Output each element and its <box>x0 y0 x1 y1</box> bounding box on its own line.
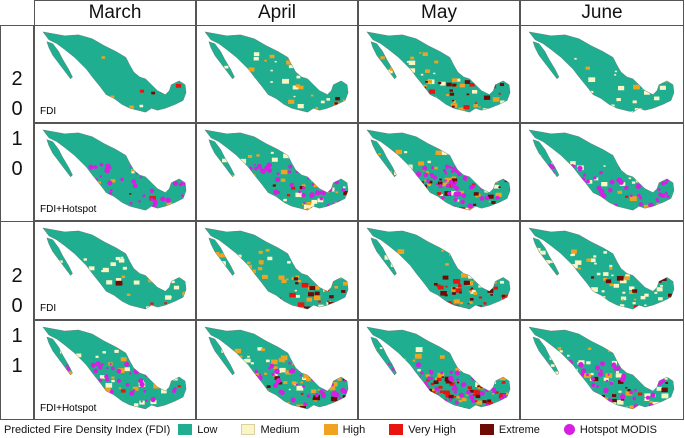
map-panel <box>358 25 520 123</box>
mexico-map <box>528 129 675 211</box>
column-header-june: June <box>520 0 684 26</box>
map-panel <box>358 221 520 320</box>
map-panel: FDI <box>34 221 196 320</box>
column-header-april: April <box>196 0 358 26</box>
map-panel: FDI <box>34 25 196 123</box>
panel-label: FDI+Hotspot <box>40 204 97 215</box>
map-panel: FDI+Hotspot <box>34 123 196 221</box>
year-label-2010: 2 0 1 0 <box>0 25 34 222</box>
legend-label: High <box>342 423 366 436</box>
mexico-map <box>366 129 511 211</box>
legend-item-hotspot: Hotspot MODIS <box>563 423 657 436</box>
year-digit: 0 <box>11 294 23 317</box>
panel-label: FDI+Hotspot <box>40 403 97 414</box>
map-panel <box>358 123 520 221</box>
mexico-map <box>42 326 187 410</box>
mexico-map <box>42 227 187 310</box>
year-digit: 2 <box>11 264 23 287</box>
year-digit: 1 <box>11 324 23 347</box>
map-panel <box>520 25 684 123</box>
legend-item-very-high: Very High <box>389 424 456 436</box>
legend-swatch <box>323 424 338 435</box>
column-header-may: May <box>358 0 520 26</box>
mexico-map <box>366 326 511 410</box>
map-panel: FDI+Hotspot <box>34 320 196 420</box>
legend-swatch <box>479 424 494 435</box>
map-panel <box>196 320 358 420</box>
legend: Predicted Fire Density Index (FDI) Low M… <box>0 421 685 438</box>
legend-swatch <box>389 424 404 435</box>
mexico-map <box>204 227 349 310</box>
legend-item-low: Low <box>178 424 217 436</box>
panel-label: FDI <box>40 106 57 117</box>
year-digit: 0 <box>11 97 23 120</box>
legend-label: Medium <box>260 423 300 436</box>
legend-label: Low <box>197 423 218 436</box>
mexico-map <box>204 31 349 113</box>
panel-label: FDI <box>40 303 57 314</box>
legend-label: Hotspot MODIS <box>579 423 657 436</box>
map-panel <box>520 320 684 420</box>
mexico-map <box>204 326 349 410</box>
map-panel <box>520 221 684 320</box>
legend-label: Extreme <box>498 423 540 436</box>
mexico-map <box>42 31 187 113</box>
mexico-map <box>204 129 349 211</box>
mexico-map <box>42 129 187 211</box>
legend-swatch <box>241 424 256 435</box>
mexico-map <box>366 31 511 113</box>
map-panel <box>358 320 520 420</box>
column-header-march: March <box>34 0 196 26</box>
legend-item-extreme: Extreme <box>479 423 540 436</box>
map-panel <box>196 25 358 123</box>
hotspot-dot-icon <box>563 424 575 435</box>
legend-label: Very High <box>408 423 456 436</box>
year-digit: 1 <box>11 127 23 150</box>
year-digit: 1 <box>11 354 23 377</box>
year-label-2011: 2 0 1 1 <box>0 221 34 420</box>
legend-item-high: High <box>323 423 366 436</box>
year-digit: 2 <box>11 67 23 90</box>
map-panel <box>196 221 358 320</box>
mexico-map <box>528 227 675 310</box>
mexico-map <box>528 31 675 113</box>
mexico-map <box>366 227 511 310</box>
legend-item-medium: Medium <box>241 423 300 436</box>
map-panel <box>520 123 684 221</box>
year-digit: 0 <box>11 157 23 180</box>
legend-title: Predicted Fire Density Index (FDI) <box>4 423 171 436</box>
legend-swatch <box>178 424 193 435</box>
mexico-map <box>528 326 675 410</box>
map-panel <box>196 123 358 221</box>
